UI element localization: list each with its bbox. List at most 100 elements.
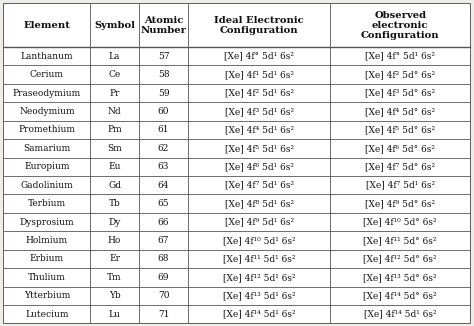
Bar: [330, 84, 470, 102]
Text: 61: 61: [158, 126, 169, 134]
Text: 64: 64: [158, 181, 169, 190]
Bar: [139, 84, 188, 102]
Text: 67: 67: [158, 236, 169, 245]
Text: Ho: Ho: [108, 236, 121, 245]
Bar: [188, 47, 330, 66]
Bar: [90, 84, 139, 102]
Bar: [188, 139, 330, 157]
Text: [Xe] 4f¹² 5d¹ 6s²: [Xe] 4f¹² 5d¹ 6s²: [223, 273, 295, 282]
Bar: [139, 268, 188, 287]
Text: [Xe] 4f° 5d¹ 6s²: [Xe] 4f° 5d¹ 6s²: [224, 52, 294, 61]
Bar: [188, 102, 330, 121]
Text: Eu: Eu: [109, 162, 121, 171]
Bar: [4, 213, 90, 231]
Text: Gadolinium: Gadolinium: [20, 181, 73, 190]
Bar: [330, 194, 470, 213]
Text: [Xe] 4f⁹ 5d¹ 6s²: [Xe] 4f⁹ 5d¹ 6s²: [225, 217, 294, 227]
Text: 63: 63: [158, 162, 169, 171]
Bar: [188, 268, 330, 287]
Text: Promethium: Promethium: [18, 126, 75, 134]
Bar: [188, 194, 330, 213]
Text: Sm: Sm: [107, 144, 122, 153]
Bar: [330, 250, 470, 268]
Bar: [330, 66, 470, 84]
Text: Tm: Tm: [107, 273, 122, 282]
Text: [Xe] 4f⁶ 5d¹ 6s²: [Xe] 4f⁶ 5d¹ 6s²: [225, 162, 294, 171]
Text: Terbium: Terbium: [28, 199, 66, 208]
Text: [Xe] 4f¹ 5d¹ 6s²: [Xe] 4f¹ 5d¹ 6s²: [225, 70, 294, 79]
Bar: [188, 231, 330, 250]
Text: Dysprosium: Dysprosium: [19, 217, 74, 227]
Bar: [139, 250, 188, 268]
Text: 71: 71: [158, 310, 169, 319]
Bar: [4, 305, 90, 323]
Text: [Xe] 4f³ 5d° 6s²: [Xe] 4f³ 5d° 6s²: [365, 89, 435, 97]
Bar: [330, 213, 470, 231]
Text: La: La: [109, 52, 120, 61]
Text: [Xe] 4f⁷ 5d° 6s²: [Xe] 4f⁷ 5d° 6s²: [365, 162, 435, 171]
Bar: [139, 305, 188, 323]
Bar: [330, 287, 470, 305]
Bar: [90, 231, 139, 250]
Text: [Xe] 4f¹⁴ 5d¹ 6s²: [Xe] 4f¹⁴ 5d¹ 6s²: [364, 310, 437, 319]
Bar: [90, 4, 139, 47]
Bar: [4, 121, 90, 139]
Bar: [330, 231, 470, 250]
Text: Erbium: Erbium: [30, 254, 64, 263]
Text: [Xe] 4f⁴ 5d¹ 6s²: [Xe] 4f⁴ 5d¹ 6s²: [225, 126, 294, 134]
Bar: [4, 47, 90, 66]
Text: [Xe] 4f¹¹ 5d¹ 6s²: [Xe] 4f¹¹ 5d¹ 6s²: [223, 254, 295, 263]
Bar: [330, 157, 470, 176]
Bar: [139, 139, 188, 157]
Bar: [4, 250, 90, 268]
Text: 58: 58: [158, 70, 169, 79]
Bar: [139, 4, 188, 47]
Text: [Xe] 4f³ 5d¹ 6s²: [Xe] 4f³ 5d¹ 6s²: [225, 107, 294, 116]
Text: Ideal Electronic
Configuration: Ideal Electronic Configuration: [214, 16, 304, 35]
Bar: [188, 157, 330, 176]
Text: Neodymium: Neodymium: [19, 107, 75, 116]
Bar: [188, 121, 330, 139]
Text: Samarium: Samarium: [23, 144, 71, 153]
Bar: [139, 66, 188, 84]
Text: [Xe] 4f¹¹ 5d° 6s²: [Xe] 4f¹¹ 5d° 6s²: [364, 236, 437, 245]
Text: 70: 70: [158, 291, 169, 300]
Text: [Xe] 4f⁹ 5d° 6s²: [Xe] 4f⁹ 5d° 6s²: [365, 199, 435, 208]
Text: Ce: Ce: [109, 70, 121, 79]
Text: Nd: Nd: [108, 107, 121, 116]
Text: Dy: Dy: [109, 217, 121, 227]
Text: Atomic
Number: Atomic Number: [140, 16, 187, 35]
Text: [Xe] 4f¹³ 5d° 6s²: [Xe] 4f¹³ 5d° 6s²: [364, 273, 437, 282]
Bar: [90, 305, 139, 323]
Bar: [4, 176, 90, 194]
Text: [Xe] 4f⁵ 5d¹ 6s²: [Xe] 4f⁵ 5d¹ 6s²: [225, 144, 294, 153]
Bar: [188, 305, 330, 323]
Text: Europium: Europium: [24, 162, 70, 171]
Bar: [4, 4, 90, 47]
Bar: [139, 213, 188, 231]
Bar: [90, 121, 139, 139]
Text: Lanthanum: Lanthanum: [21, 52, 73, 61]
Text: 68: 68: [158, 254, 169, 263]
Bar: [4, 268, 90, 287]
Bar: [330, 268, 470, 287]
Text: Lutecium: Lutecium: [25, 310, 69, 319]
Bar: [90, 102, 139, 121]
Text: 65: 65: [158, 199, 169, 208]
Bar: [4, 66, 90, 84]
Bar: [188, 176, 330, 194]
Text: Lu: Lu: [109, 310, 120, 319]
Bar: [4, 102, 90, 121]
Text: [Xe] 4f¹⁰ 5d° 6s²: [Xe] 4f¹⁰ 5d° 6s²: [364, 217, 437, 227]
Text: [Xe] 4f° 5d¹ 6s²: [Xe] 4f° 5d¹ 6s²: [365, 52, 435, 61]
Bar: [139, 287, 188, 305]
Bar: [4, 84, 90, 102]
Text: Praseodymium: Praseodymium: [13, 89, 81, 97]
Text: [Xe] 4f⁷ 5d¹ 6s²: [Xe] 4f⁷ 5d¹ 6s²: [365, 181, 435, 190]
Bar: [188, 4, 330, 47]
Bar: [90, 66, 139, 84]
Bar: [90, 268, 139, 287]
Bar: [139, 121, 188, 139]
Text: 57: 57: [158, 52, 169, 61]
Bar: [330, 305, 470, 323]
